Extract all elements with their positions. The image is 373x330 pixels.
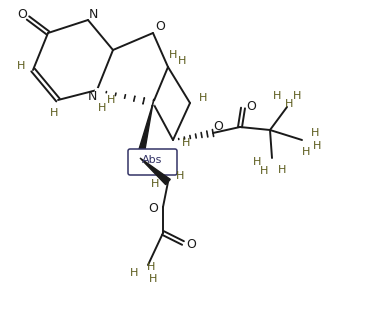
Text: H: H <box>169 50 177 60</box>
Text: H: H <box>98 103 106 113</box>
Text: H: H <box>253 157 261 167</box>
Text: H: H <box>149 274 157 284</box>
Text: H: H <box>273 91 281 101</box>
Text: H: H <box>293 91 301 101</box>
Text: O: O <box>148 203 158 215</box>
Text: H: H <box>130 268 138 278</box>
Text: H: H <box>107 95 115 105</box>
Text: H: H <box>260 166 268 176</box>
Text: H: H <box>311 128 319 138</box>
Text: H: H <box>182 138 190 148</box>
Text: H: H <box>147 262 155 272</box>
Text: N: N <box>88 9 98 21</box>
Text: O: O <box>186 239 196 251</box>
Text: H: H <box>151 179 159 189</box>
Text: H: H <box>313 141 321 151</box>
Text: H: H <box>302 147 310 157</box>
Text: O: O <box>17 8 27 20</box>
Text: H: H <box>50 108 58 118</box>
Text: O: O <box>155 19 165 32</box>
Text: H: H <box>178 56 186 66</box>
Text: O: O <box>213 119 223 133</box>
Text: O: O <box>246 100 256 113</box>
Text: N: N <box>87 89 97 103</box>
Text: H: H <box>278 165 286 175</box>
Text: H: H <box>285 99 293 109</box>
Polygon shape <box>140 158 170 185</box>
Text: Abs: Abs <box>142 155 162 165</box>
Polygon shape <box>137 103 153 159</box>
FancyBboxPatch shape <box>128 149 177 175</box>
Text: H: H <box>199 93 207 103</box>
Text: H: H <box>176 171 184 181</box>
Text: H: H <box>17 61 25 71</box>
